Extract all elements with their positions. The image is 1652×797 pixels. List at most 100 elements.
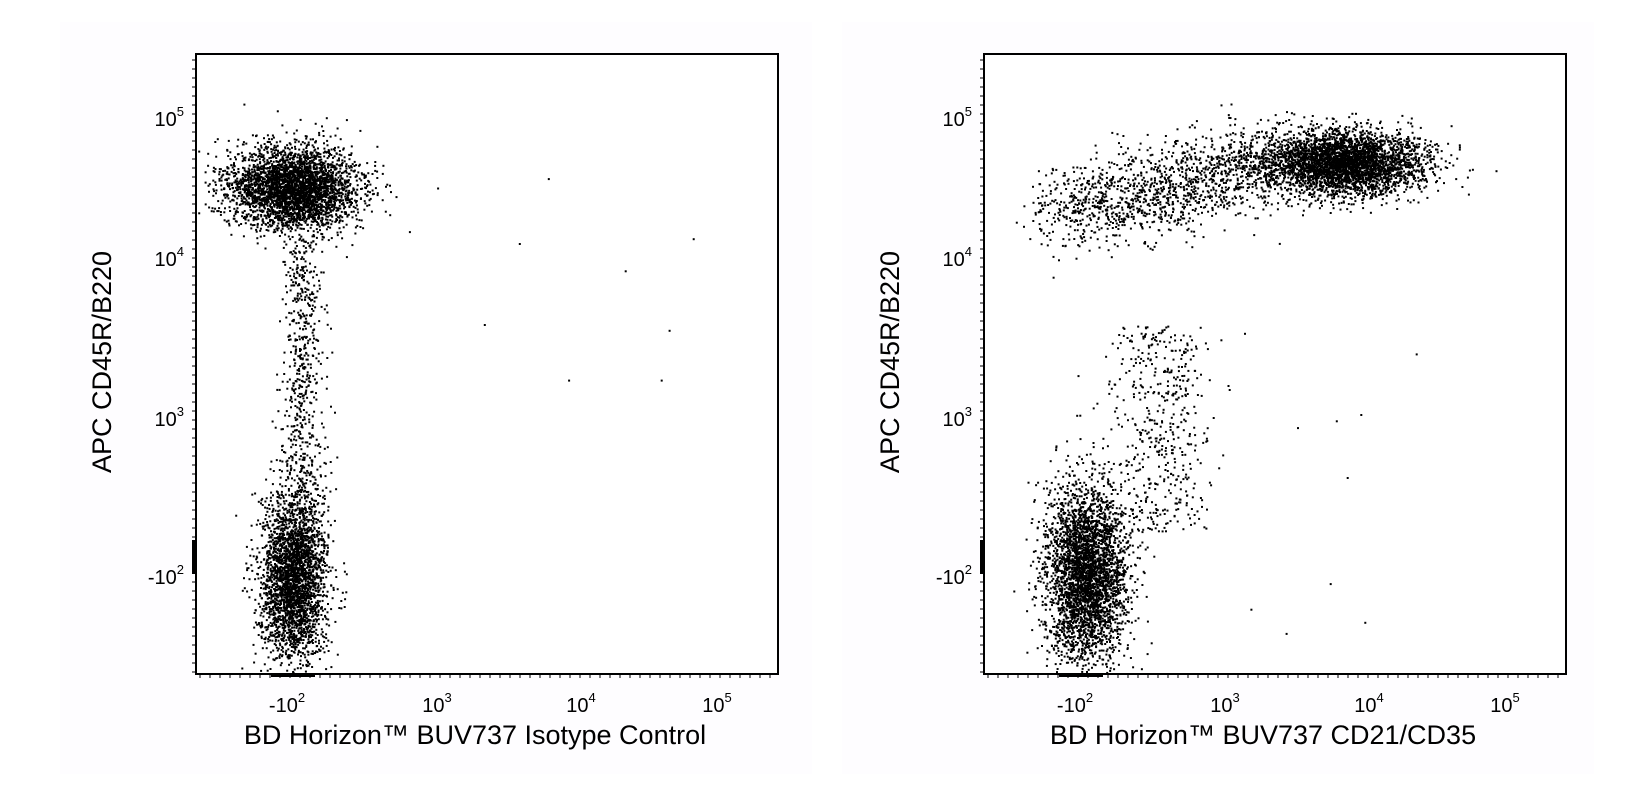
left-event-dot xyxy=(237,186,240,189)
left-event-dot xyxy=(263,196,266,199)
left-event-dot xyxy=(233,217,236,220)
left-event-dot xyxy=(258,173,261,176)
left-event-dot xyxy=(296,504,299,507)
left-event-dot xyxy=(228,173,231,176)
left-event-dot xyxy=(303,164,306,167)
left-event-dot xyxy=(312,234,315,236)
left-event-dot xyxy=(250,588,253,591)
left-event-dot xyxy=(279,219,282,222)
left-event-dot xyxy=(286,177,289,180)
left-event-dot xyxy=(272,136,275,139)
left-event-dot xyxy=(242,211,245,214)
left-event-dot xyxy=(273,228,276,231)
left-event-dot xyxy=(204,171,207,174)
left-event-dot xyxy=(310,177,313,180)
left-event-dot xyxy=(264,223,267,226)
left-event-dot xyxy=(317,191,319,194)
left-event-dot xyxy=(276,193,279,196)
left-event-dot xyxy=(289,164,292,167)
left-event-dot xyxy=(307,471,310,474)
left-event-dot xyxy=(256,172,259,175)
left-event-dot xyxy=(231,182,234,185)
left-event-dot xyxy=(307,157,310,160)
left-event-dot xyxy=(336,192,339,195)
left-event-dot xyxy=(271,153,274,156)
left-event-dot xyxy=(229,158,232,161)
left-event-dot xyxy=(244,176,247,179)
left-event-dot xyxy=(306,204,309,207)
left-event-dot xyxy=(324,608,327,611)
left-event-dot xyxy=(237,153,240,156)
left-event-dot xyxy=(289,238,292,241)
left-event-dot xyxy=(332,182,335,185)
left-event-dot xyxy=(272,156,274,159)
left-event-dot xyxy=(255,218,258,221)
left-event-dot xyxy=(268,170,270,173)
left-event-dot xyxy=(244,217,247,220)
left-event-dot xyxy=(311,144,314,147)
left-event-dot xyxy=(272,231,275,234)
left-event-dot xyxy=(253,216,256,219)
left-event-dot xyxy=(257,519,260,522)
left-event-dot xyxy=(350,169,353,172)
left-event-dot xyxy=(233,190,236,193)
left-event-dot xyxy=(307,638,310,641)
left-event-dot xyxy=(306,511,309,513)
left-event-dot xyxy=(259,229,262,232)
left-event-dot xyxy=(238,203,241,206)
left-event-dot xyxy=(340,210,343,213)
left-event-dot xyxy=(304,594,307,597)
left-event-dot xyxy=(270,196,273,199)
left-event-dot xyxy=(325,204,328,207)
left-event-dot xyxy=(350,152,353,155)
left-event-dot xyxy=(224,207,226,210)
left-event-dot xyxy=(322,135,325,137)
left-event-dot xyxy=(260,168,263,170)
left-event-dot xyxy=(207,184,210,187)
left-event-dot xyxy=(269,225,272,228)
left-event-dot xyxy=(305,167,308,170)
left-event-dot xyxy=(296,216,299,219)
left-event-dot xyxy=(276,499,279,502)
left-event-dot xyxy=(316,176,319,179)
left-event-dot xyxy=(298,572,301,575)
left-event-dot xyxy=(326,176,329,179)
left-event-dot xyxy=(311,666,314,668)
left-event-dot xyxy=(280,197,283,200)
left-event-dot xyxy=(291,532,294,535)
left-event-dot xyxy=(288,176,291,179)
left-event-dot xyxy=(251,156,254,159)
left-event-dot xyxy=(327,546,329,549)
left-event-dot xyxy=(306,150,309,153)
left-event-dot xyxy=(276,532,278,535)
left-event-dot xyxy=(278,577,281,580)
left-event-dot xyxy=(270,190,273,193)
left-event-dot xyxy=(280,183,283,186)
left-event-dot xyxy=(270,530,272,533)
left-event-dot xyxy=(274,195,276,197)
left-event-dot xyxy=(353,199,356,202)
left-event-dot xyxy=(239,192,241,195)
left-events xyxy=(198,103,695,674)
left-event-dot xyxy=(297,175,300,178)
left-event-dot xyxy=(312,216,315,219)
left-event-dot xyxy=(296,619,299,622)
left-event-dot xyxy=(297,212,300,214)
left-event-dot xyxy=(317,147,319,150)
left-event-dot xyxy=(284,181,287,183)
left-event-dot xyxy=(317,217,320,220)
left-event-dot xyxy=(297,224,300,227)
left-event-dot xyxy=(270,180,273,183)
left-event-dot xyxy=(311,151,314,154)
left-event-dot xyxy=(342,147,345,150)
left-event-dot xyxy=(326,553,329,556)
left-event-dot xyxy=(306,155,309,158)
left-event-dot xyxy=(282,195,285,198)
left-event-dot xyxy=(247,174,250,177)
left-event-dot xyxy=(312,180,315,183)
left-event-dot xyxy=(245,185,248,188)
left-event-dot xyxy=(325,187,328,190)
left-event-dot xyxy=(277,176,280,179)
left-event-dot xyxy=(304,159,307,161)
left-event-dot xyxy=(269,203,272,206)
